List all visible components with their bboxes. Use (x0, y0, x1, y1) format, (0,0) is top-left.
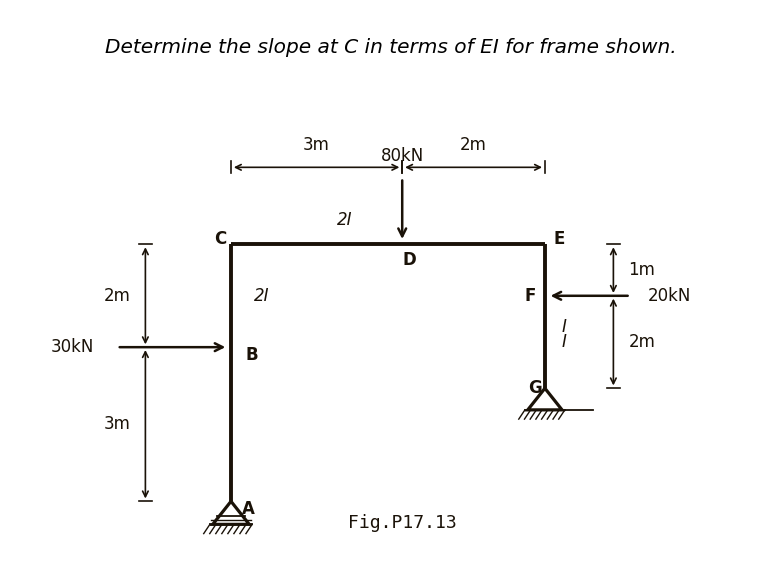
Text: 30kN: 30kN (51, 338, 94, 356)
Text: Fig.P17.13: Fig.P17.13 (348, 514, 457, 532)
Text: B: B (245, 346, 258, 364)
Text: C: C (214, 230, 226, 248)
Text: 3m: 3m (303, 136, 330, 155)
Text: 3m: 3m (103, 415, 130, 433)
Text: I: I (562, 318, 567, 336)
Text: 2m: 2m (460, 136, 487, 155)
Text: F: F (525, 287, 537, 305)
Text: A: A (242, 500, 255, 518)
Text: G: G (528, 379, 541, 397)
Text: 2I: 2I (254, 287, 269, 305)
Text: D: D (402, 251, 416, 269)
Text: Determine the slope at C in terms of EI for frame shown.: Determine the slope at C in terms of EI … (105, 38, 676, 58)
Text: 2I: 2I (337, 211, 353, 229)
Text: 2m: 2m (629, 333, 655, 351)
Text: 80kN: 80kN (380, 147, 424, 165)
Text: 2m: 2m (103, 287, 130, 305)
Text: 20kN: 20kN (647, 287, 691, 305)
Text: I: I (562, 333, 567, 351)
Text: E: E (554, 230, 565, 248)
Text: 1m: 1m (629, 261, 655, 279)
